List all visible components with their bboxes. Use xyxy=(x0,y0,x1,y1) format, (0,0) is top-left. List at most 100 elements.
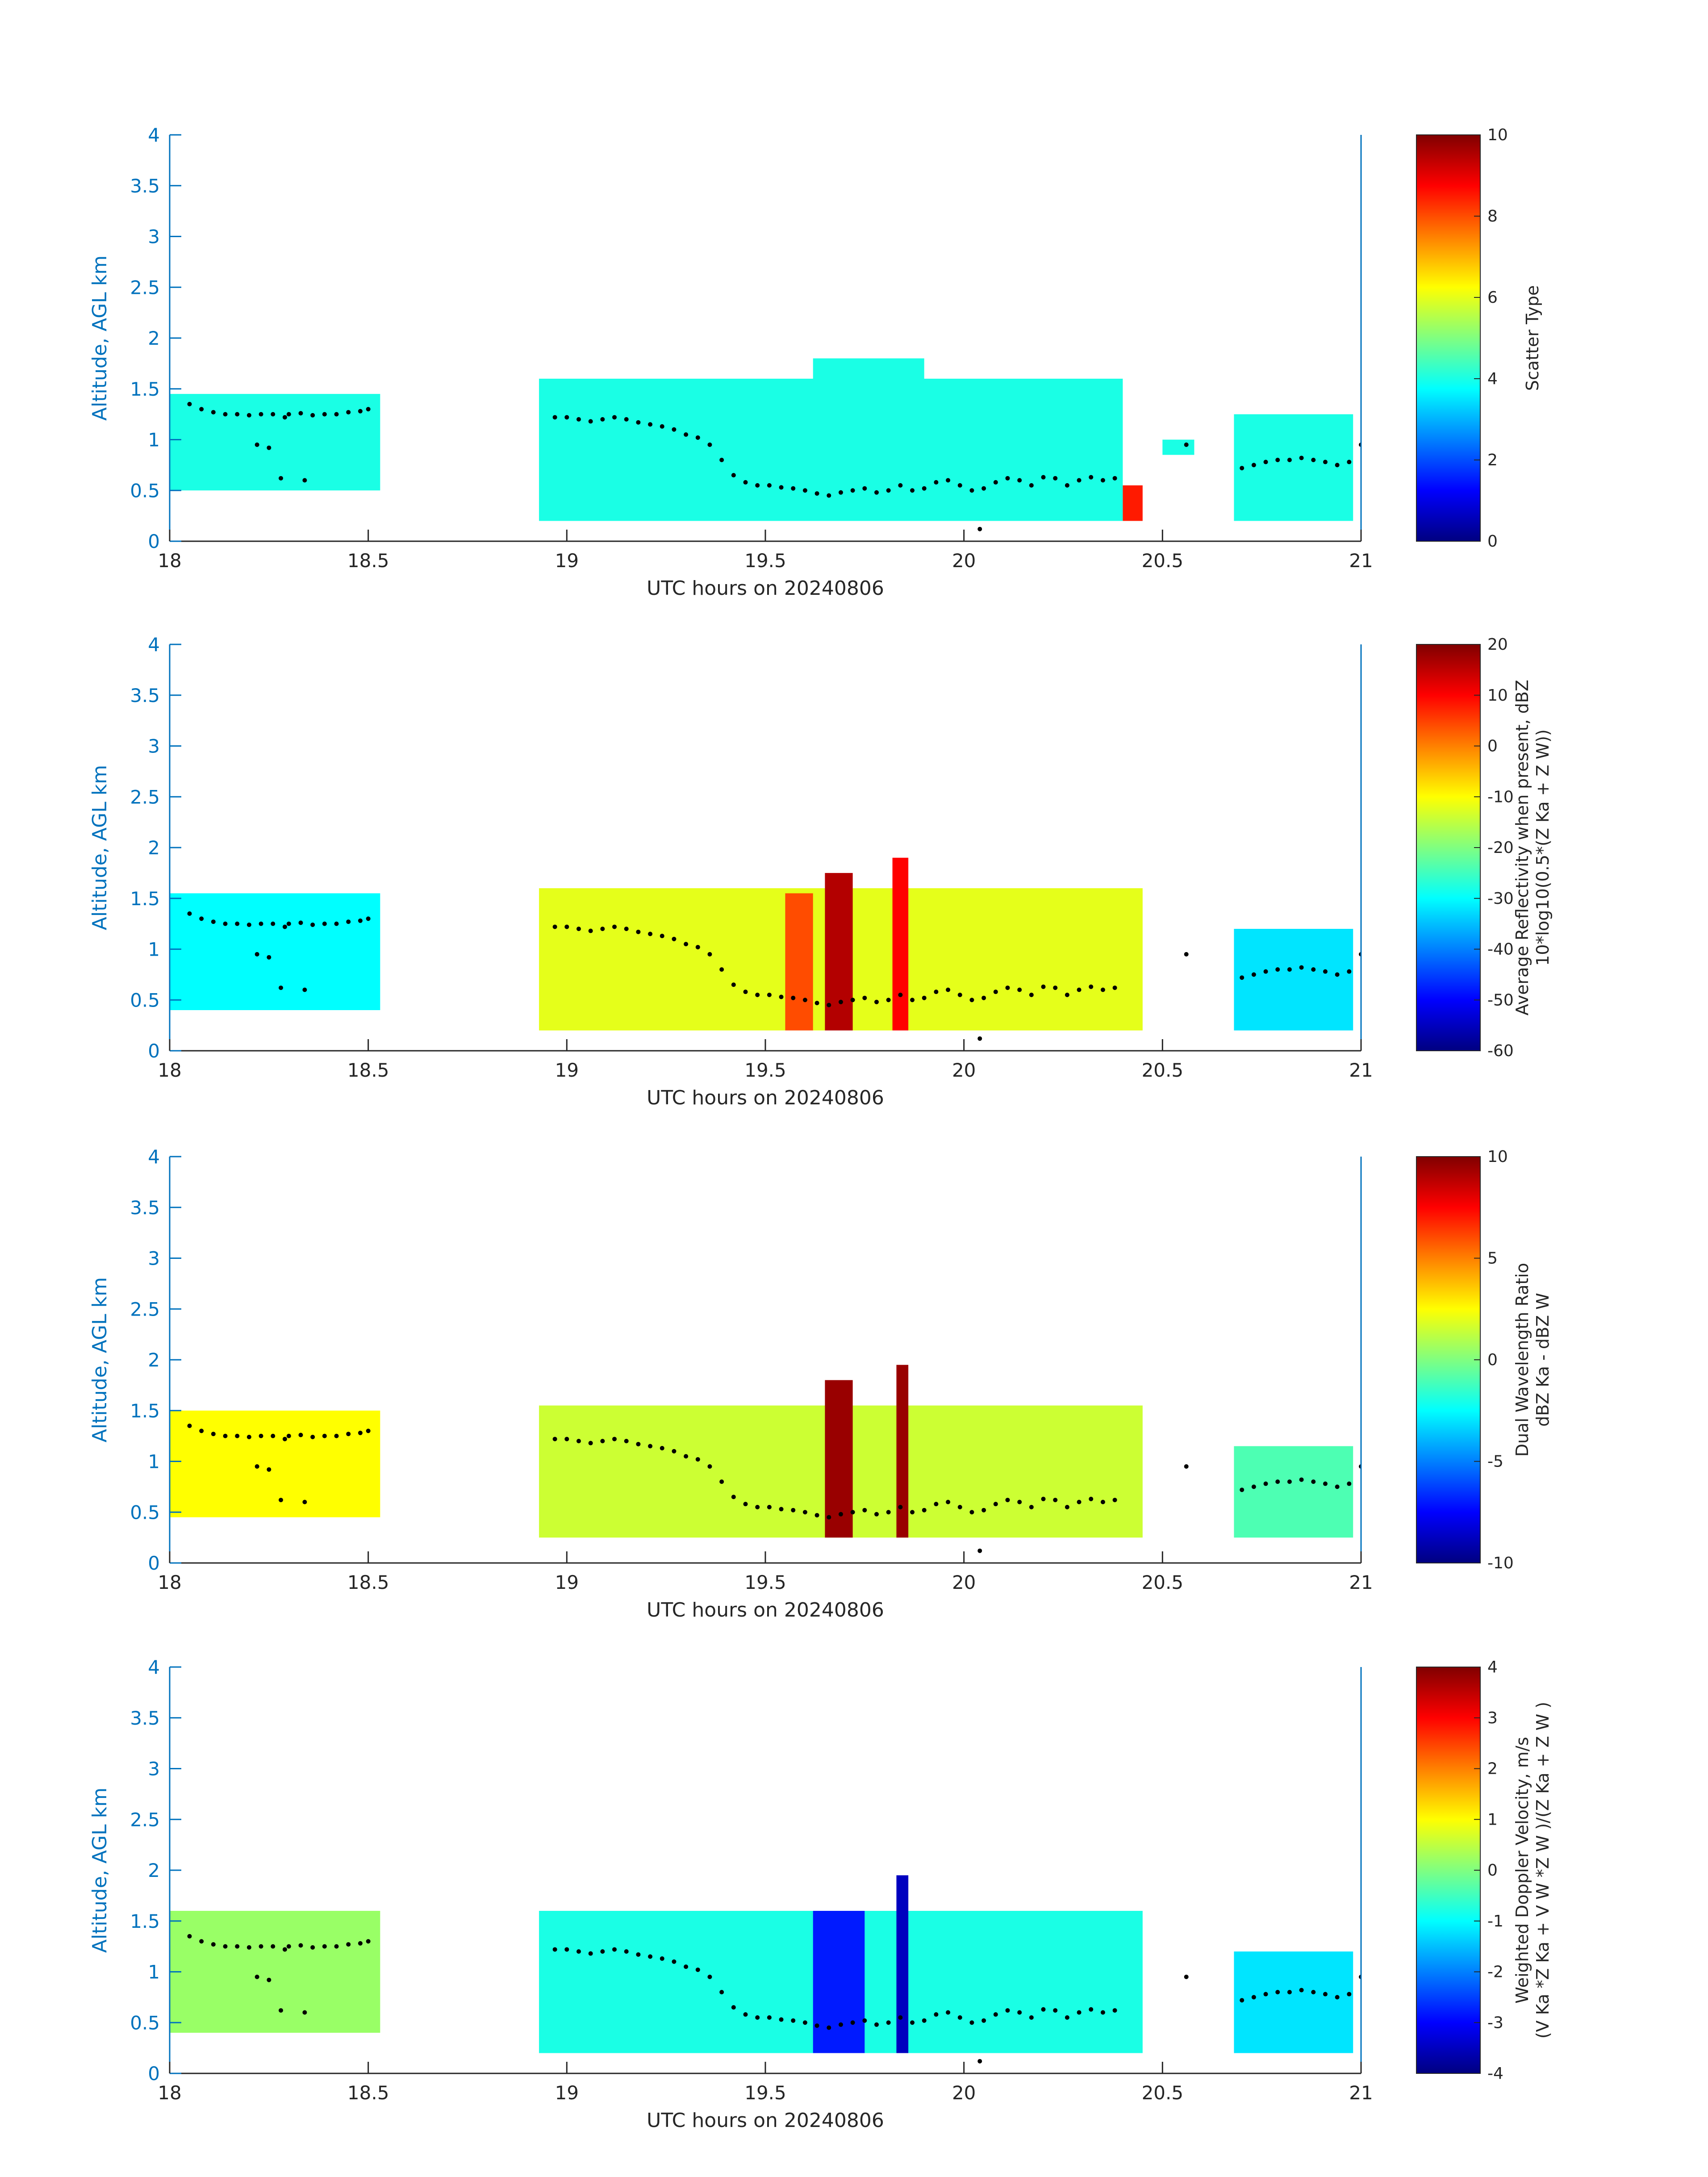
panel-2-overlay-point xyxy=(298,920,303,925)
panel-1-overlay-point xyxy=(298,411,303,416)
panel-3-overlay-point xyxy=(267,1467,271,1472)
panel-4-colorbar-tick-label: 3 xyxy=(1487,1709,1498,1727)
panel-4-x-tick-label: 18.5 xyxy=(347,2082,389,2104)
panel-4-overlay-point xyxy=(827,2025,831,2030)
panel-3-overlay-point xyxy=(255,1464,259,1469)
panel-1-overlay-point xyxy=(259,412,263,417)
panel-4-x-tick-label: 18 xyxy=(158,2082,181,2104)
panel-2-overlay-point xyxy=(636,929,641,934)
panel-4-overlay-point xyxy=(910,2020,915,2025)
panel-3-overlay-point xyxy=(1112,1497,1117,1502)
panel-4-overlay-point xyxy=(552,1947,557,1952)
panel-4-overlay-point xyxy=(1100,2010,1105,2015)
panel-3-overlay-point xyxy=(358,1430,363,1435)
panel-2-echo-region-3 xyxy=(785,893,813,1031)
panel-2-overlay-point xyxy=(1251,972,1256,977)
panel-2-x-tick-label: 19 xyxy=(555,1059,579,1081)
panel-4-y-tick-label: 4 xyxy=(148,1656,160,1678)
panel-3-overlay-point xyxy=(235,1433,240,1438)
panel-4-y-axis-label: Altitude, AGL km xyxy=(88,1788,111,1953)
panel-3-echo-region-1 xyxy=(170,1410,380,1517)
panel-1-overlay-point xyxy=(1347,460,1352,464)
panel-2-overlay-point xyxy=(1347,969,1352,974)
panel-1-x-tick-label: 19.5 xyxy=(744,550,786,572)
panel-1-overlay-point xyxy=(223,412,228,417)
panel-3-overlay-point xyxy=(636,1442,641,1446)
panel-2-overlay-point xyxy=(981,995,986,1000)
panel-1-overlay-point xyxy=(552,415,557,420)
panel-3-overlay-point xyxy=(814,1513,819,1518)
panel-4-overlay-point xyxy=(1311,1990,1316,1994)
panel-2-overlay-point xyxy=(1053,985,1058,990)
panel-1-overlay-point xyxy=(850,488,855,493)
panel-4-colorbar-tick-label: 0 xyxy=(1487,1861,1498,1880)
panel-2-overlay-point xyxy=(874,999,879,1004)
panel-2-overlay-point xyxy=(1100,987,1105,992)
panel-2-y-tick-label: 3.5 xyxy=(130,685,160,706)
panel-3-overlay-point xyxy=(1041,1496,1046,1501)
panel-1-colorbar-tick-label: 8 xyxy=(1487,207,1498,226)
panel-3-overlay-points xyxy=(187,1423,1361,1553)
panel-2-overlay-point xyxy=(886,998,891,1003)
panel-2-overlay-point xyxy=(1275,967,1280,972)
panel-1-overlay-point xyxy=(346,410,351,415)
panel-2-overlay-point xyxy=(612,924,617,929)
panel-3-overlay-point xyxy=(755,1504,760,1509)
panel-3-overlay-point xyxy=(684,1454,689,1459)
panel-2-y-tick-label: 1 xyxy=(148,939,160,961)
panel-4-echo-region-4 xyxy=(896,1875,909,2053)
panel-3-y-tick-label: 0.5 xyxy=(130,1501,160,1523)
panel-1-echo-regions xyxy=(170,358,1353,521)
panel-4-colorbar xyxy=(1416,1667,1481,2074)
panel-2-overlay-point xyxy=(910,998,915,1003)
panel-1-overlay-point xyxy=(1311,458,1316,462)
panel-1-overlay-point xyxy=(322,412,327,417)
panel-4-overlay-point xyxy=(743,2012,748,2017)
panel-1-x-tick-label: 18.5 xyxy=(347,550,389,572)
panel-4-overlay-point xyxy=(981,2018,986,2023)
panel-4-overlay-point xyxy=(246,1945,251,1950)
panel-3-y-tick-label: 1 xyxy=(148,1451,160,1473)
panel-3-overlay-point xyxy=(286,1433,291,1438)
panel-2-overlay-points xyxy=(187,911,1361,1041)
panel-4-overlay-point xyxy=(1323,1992,1328,1997)
panel-1-overlay-point xyxy=(767,483,772,488)
panel-2-y-tick-label: 2.5 xyxy=(130,786,160,808)
panel-4-overlay-point xyxy=(1041,2007,1046,2012)
panel-2-overlay-point xyxy=(791,995,796,1000)
panel-4-overlay-point xyxy=(767,2015,772,2020)
panel-1-overlay-point xyxy=(1065,483,1069,488)
panel-1-y-tick-label: 2.5 xyxy=(130,276,160,298)
panel-1-overlay-point xyxy=(969,488,974,493)
panel-3-overlay-point xyxy=(993,1502,998,1507)
panel-2-colorbar-tick-label: -60 xyxy=(1487,1042,1514,1060)
panel-2-x-tick-label: 19.5 xyxy=(744,1059,786,1081)
panel-2-overlay-point xyxy=(1029,992,1034,997)
panel-4-overlay-point xyxy=(267,1977,271,1982)
panel-4-x-tick-label: 20 xyxy=(952,2082,976,2104)
panel-2-overlay-point xyxy=(850,998,855,1003)
panel-3-overlay-point xyxy=(672,1449,677,1454)
panel-1-overlay-point xyxy=(779,485,784,490)
panel-4-overlay-point xyxy=(636,1952,641,1957)
panel-1-colorbar-tick-label: 10 xyxy=(1487,126,1508,144)
panel-4-overlay-point xyxy=(934,2012,939,2017)
panel-1-overlay-point xyxy=(957,483,962,488)
panel-4-overlay-point xyxy=(187,1934,192,1939)
panel-4-overlay-point xyxy=(838,2022,843,2027)
panel-3-echo-region-3 xyxy=(825,1380,853,1538)
panel-4-overlay-point xyxy=(862,2018,867,2023)
panel-3-overlay-point xyxy=(199,1429,204,1433)
panel-3-overlay-point xyxy=(1240,1488,1244,1492)
panel-1-x-tick-label: 20.5 xyxy=(1142,550,1184,572)
panel-2-overlay-point xyxy=(199,916,204,921)
panel-3-colorbar-label: Dual Wavelength Ratio xyxy=(1512,1263,1532,1457)
panel-2-x-axis-label: UTC hours on 20240806 xyxy=(647,1086,884,1109)
panel-3-overlay-point xyxy=(779,1507,784,1512)
panel-1-overlay-point xyxy=(719,458,724,462)
panel-3-y-tick-label: 2.5 xyxy=(130,1298,160,1320)
panel-1-overlay-point xyxy=(1089,475,1094,480)
panel-3-overlay-point xyxy=(1335,1484,1340,1489)
